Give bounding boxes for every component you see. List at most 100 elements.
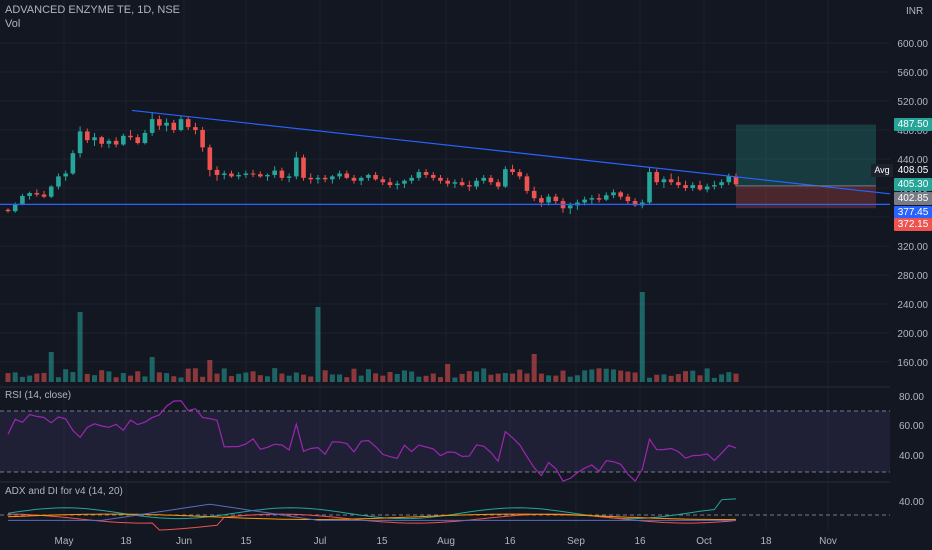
volume-bar: [257, 375, 263, 382]
candle-body: [402, 180, 407, 184]
candle-body: [387, 182, 393, 186]
target-price-tag: 487.50: [894, 118, 932, 131]
volume-bar: [445, 364, 451, 382]
candle-body: [279, 170, 285, 178]
candle-body: [128, 135, 133, 138]
candle-body: [149, 119, 155, 133]
volume-bar: [293, 372, 299, 382]
candle-body: [142, 132, 148, 144]
stop-zone[interactable]: [736, 185, 876, 209]
long-position-box[interactable]: [736, 124, 876, 209]
candle-body: [409, 177, 414, 181]
volume-bar: [243, 372, 249, 382]
volume-bar: [200, 376, 206, 382]
price-tick-label: 480.00: [897, 126, 928, 137]
volume-bar: [19, 376, 25, 382]
price-tick-label: 200.00: [897, 329, 928, 340]
candle-body: [135, 137, 141, 144]
volume-bar: [91, 375, 97, 382]
adx-label[interactable]: ADX and DI for v4 (14, 20): [5, 486, 123, 497]
volume-bar: [365, 369, 371, 382]
volume-bar: [373, 373, 379, 382]
price-tick-label: 280.00: [897, 271, 928, 282]
candle-body: [286, 176, 292, 178]
candle-body: [668, 179, 674, 183]
price-tick-label: 320.00: [897, 242, 928, 253]
candle-body: [34, 193, 40, 195]
time-axis[interactable]: May 18 Jun 15 Jul 15 Aug 16 Sep 16 Oct 18 Nov: [55, 536, 837, 547]
candle-body: [265, 174, 270, 177]
target-zone[interactable]: [736, 124, 876, 186]
volume-bar: [538, 373, 544, 382]
candle-body: [322, 177, 328, 180]
candle-body: [308, 177, 314, 180]
time-tick-label: 18: [120, 536, 132, 547]
candle-body: [351, 177, 357, 181]
time-tick-label: Nov: [819, 536, 837, 547]
volume-bar: [466, 371, 472, 382]
candle-body: [632, 201, 638, 206]
volume-bar: [733, 373, 739, 382]
candle-body: [531, 190, 537, 199]
volume-bar: [228, 376, 234, 382]
candle-body: [185, 119, 191, 128]
rsi-label[interactable]: RSI (14, close): [5, 390, 72, 401]
symbol-title[interactable]: ADVANCED ENZYME TE, 1D, NSE: [5, 4, 181, 16]
candle-body: [358, 177, 364, 181]
candle-body: [193, 127, 198, 130]
volume-bar: [135, 371, 141, 382]
volume-bar: [603, 368, 609, 382]
volume-bars: [5, 292, 739, 382]
candle-body: [495, 182, 501, 187]
candle-body: [92, 137, 97, 141]
candle-body: [423, 172, 429, 175]
volume-bar: [344, 377, 350, 382]
avg-label: Avg: [871, 164, 893, 177]
candle-body: [517, 172, 523, 177]
volume-bar: [77, 312, 83, 382]
volume-bar: [192, 368, 198, 382]
volume-bar: [315, 307, 321, 382]
candle-body: [488, 177, 494, 183]
adx-secondary-line[interactable]: [8, 503, 736, 521]
rsi-tick-label: 60.00: [899, 421, 924, 432]
volume-bar: [149, 357, 155, 382]
candle-body: [430, 174, 436, 178]
candle-body: [567, 205, 573, 209]
candle-body: [712, 185, 717, 187]
time-tick-label: 16: [634, 536, 646, 547]
di-minus-line[interactable]: [7, 513, 737, 531]
candlesticks[interactable]: [5, 111, 739, 215]
volume-bar: [531, 354, 537, 382]
candle-body: [618, 192, 623, 197]
candle-body: [366, 174, 371, 178]
candle-body: [380, 179, 386, 183]
candle-body: [99, 137, 105, 144]
candle-body: [416, 172, 422, 178]
volume-bar: [704, 368, 710, 382]
adx-line[interactable]: [7, 513, 737, 520]
entry-price-tag: 402.85: [894, 192, 932, 205]
candle-body: [452, 182, 458, 184]
candle-body: [5, 209, 11, 212]
descending-trendline[interactable]: [131, 109, 891, 195]
candle-body: [344, 173, 350, 178]
volume-bar: [264, 376, 270, 382]
volume-bar: [517, 369, 523, 382]
candle-body: [63, 173, 68, 177]
volume-bar: [430, 373, 436, 382]
volume-bar: [409, 371, 415, 382]
rsi-line[interactable]: [7, 400, 737, 483]
currency-label[interactable]: INR: [906, 6, 924, 17]
volume-bar: [337, 374, 343, 382]
rsi-pane: [0, 386, 890, 483]
candle-body: [481, 177, 487, 181]
candle-body: [539, 198, 544, 203]
candle-body: [41, 194, 47, 197]
volume-bar: [387, 371, 393, 382]
volume-bar: [207, 360, 213, 382]
volume-bar: [690, 370, 696, 382]
di-plus-line[interactable]: [7, 498, 737, 520]
candle-body: [373, 174, 378, 180]
